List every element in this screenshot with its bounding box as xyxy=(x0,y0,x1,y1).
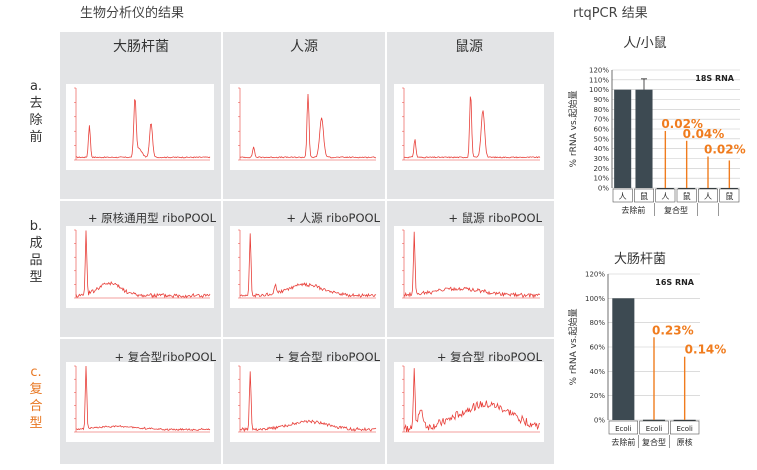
chart2-category-label: Ecoli xyxy=(676,425,692,433)
row-label-c: c. 复合型 xyxy=(29,365,43,431)
chart2-category-label: Ecoli xyxy=(615,425,631,433)
chart2-annotation: 16S RNA xyxy=(655,278,695,287)
chart2-category-box xyxy=(639,420,669,435)
column-title-human: 人源 xyxy=(290,39,318,55)
chart1-rrna-human-mouse: % rRNA vs.起始量 0% 10% 20% 30% 40% 50%60% 70% 80% 9… xyxy=(567,67,746,216)
subtitle-b-mouse: + 鼠源 riboPOOL xyxy=(448,211,542,225)
chart2-rrna-ecoli: % rRNA vs.起始量 0% 20% 40% 60% 80% 100% 120% 16S R… xyxy=(567,271,727,448)
plot-c-human-trace xyxy=(239,371,377,433)
chart2-ytick-label: 0% xyxy=(594,417,605,425)
chart1-bar xyxy=(699,187,717,190)
rtqpcr-header: rtqPCR 结果 xyxy=(573,6,648,21)
chart2-ytick-label: 40% xyxy=(589,368,605,376)
subtitle-b-human: + 人源 riboPOOL xyxy=(286,211,380,225)
chart1-ylabel: % rRNA vs.起始量 xyxy=(567,91,579,168)
chart2-ytick-label: 20% xyxy=(589,392,605,400)
plot-a-ecoli-trace xyxy=(75,99,211,159)
plot-c-human-plot-area xyxy=(230,362,380,442)
plot-b-human-plot-area xyxy=(230,226,380,308)
plot-a-ecoli-plot-area xyxy=(66,84,214,170)
chart2-value-label: 0.14% xyxy=(685,343,727,357)
plot-b-mouse-trace xyxy=(403,231,540,299)
row-label-b: b. 成品型 xyxy=(29,219,43,285)
plot-a-mouse-plot-area xyxy=(394,84,544,170)
plot-b-ecoli-trace xyxy=(75,230,211,299)
chart2-group-label: 原核 xyxy=(677,437,693,447)
chart1-ytick-label: 110% xyxy=(589,76,609,84)
bioanalyzer-header: 生物分析仪的结果 xyxy=(80,6,185,21)
plot-c-mouse-trace xyxy=(403,368,540,433)
plot-b-mouse-plot-area xyxy=(394,226,544,308)
column-title-ecoli: 大肠杆菌 xyxy=(113,39,169,55)
subtitle-c-human: + 复合型 riboPOOL xyxy=(274,350,380,364)
plot-a-human-trace xyxy=(239,93,377,159)
chart1-bar xyxy=(635,89,653,188)
subtitle-b-ecoli: + 原核通用型 riboPOOL xyxy=(87,211,216,225)
chart2-group-label: 复合型 xyxy=(642,437,666,447)
chart2-group-label: 去除前 xyxy=(611,437,635,447)
chart1-ytick-label: 50% xyxy=(593,135,609,143)
chart1-category-box xyxy=(719,188,740,203)
chart1-ytick-label: 60% xyxy=(593,126,609,134)
chart1-category-box xyxy=(655,188,676,203)
plot-b-ecoli-plot-area xyxy=(66,226,214,308)
chart1-category-label: 人 xyxy=(704,192,712,201)
chart2-ytick-label: 60% xyxy=(589,344,605,352)
row-label-a: a. 去除前 xyxy=(29,79,43,145)
chart1-category-label: 人 xyxy=(661,192,669,201)
chart1-bar xyxy=(614,89,632,188)
chart2-category-box xyxy=(608,420,638,435)
chart2-ylabel: % rRNA vs.起始量 xyxy=(567,309,579,386)
chart2-ytick-label: 80% xyxy=(589,319,605,327)
column-title-mouse: 鼠源 xyxy=(455,39,483,55)
chart1-bar xyxy=(678,187,696,190)
chart1-category-label: 人 xyxy=(619,192,627,201)
chart1-value-label: 0.04% xyxy=(683,127,725,141)
plot-c-ecoli-trace xyxy=(76,365,211,432)
chart1-group-label: 复合型 xyxy=(664,205,688,215)
chart1-ytick-label: 30% xyxy=(593,155,609,163)
subtitle-c-mouse: + 复合型 riboPOOL xyxy=(436,350,542,364)
chart1-ytick-label: 10% xyxy=(593,175,609,183)
chart1-ytick-label: 20% xyxy=(593,165,609,173)
chart2-ytick-label: 120% xyxy=(585,271,605,279)
chart1-ytick-label: 100% xyxy=(589,86,609,94)
plot-b-human-trace xyxy=(239,233,377,298)
chart1-ytick-label: 0% xyxy=(598,185,609,193)
chart1-category-box xyxy=(676,188,697,203)
chart1-category-box xyxy=(698,188,718,203)
chart1-bar xyxy=(720,187,738,190)
chart1-value-label: 0.02% xyxy=(661,117,703,131)
chart2-ytick-label: 100% xyxy=(585,295,605,303)
chart1-title: 人/小鼠 xyxy=(623,36,667,51)
subtitle-c-ecoli: + 复合型riboPOOL xyxy=(114,350,217,364)
chart1-ytick-label: 70% xyxy=(593,116,609,124)
chart2-bar xyxy=(642,419,666,421)
chart1-ytick-label: 120% xyxy=(589,67,609,75)
chart1-category-label: 鼠 xyxy=(683,192,691,201)
chart2-title: 大肠杆菌 xyxy=(613,252,666,267)
chart1-bar xyxy=(656,187,674,190)
chart2-bar xyxy=(673,419,696,422)
plot-c-mouse-plot-area xyxy=(394,362,544,442)
chart1-group-label: 去除前 xyxy=(621,205,645,215)
chart1-category-box xyxy=(612,188,633,203)
chart2-value-label: 0.23% xyxy=(652,323,694,337)
chart1-category-label: 鼠 xyxy=(640,192,648,201)
chart1-category-label: 鼠 xyxy=(725,192,733,201)
chart1-ytick-label: 90% xyxy=(593,96,609,104)
chart1-value-label: 0.02% xyxy=(704,143,746,157)
chart2-category-box xyxy=(670,420,700,435)
chart1-annotation: 18S RNA xyxy=(695,74,735,83)
chart1-category-box xyxy=(634,188,654,203)
chart2-category-label: Ecoli xyxy=(646,425,662,433)
chart1-ytick-label: 40% xyxy=(593,145,609,153)
plot-a-mouse-trace xyxy=(403,96,541,159)
chart2-bar xyxy=(612,298,635,420)
chart1-ytick-label: 80% xyxy=(593,106,609,114)
